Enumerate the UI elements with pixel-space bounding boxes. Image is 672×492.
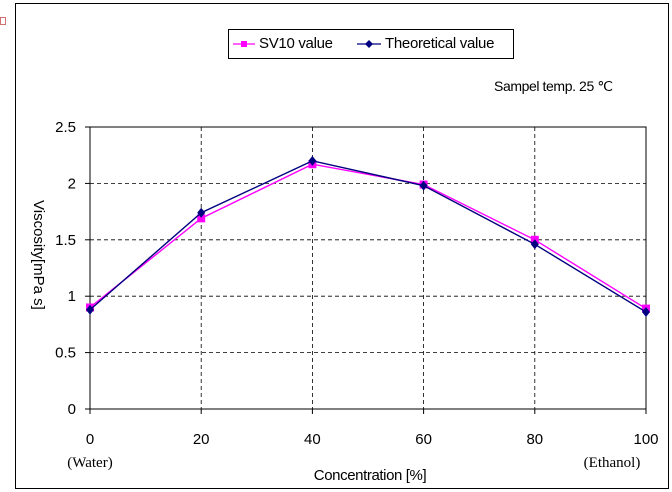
y-axis-label: Viscosity[mPa s] — [30, 200, 47, 310]
x-tick-label: 100 — [633, 431, 658, 448]
sample-temperature-note: Sampel temp. 25 ℃ — [494, 78, 613, 94]
series-line-theoretical — [89, 160, 647, 313]
legend-label-theoretical: Theoretical value — [385, 35, 495, 52]
legend-label-sv10: SV10 value — [259, 35, 333, 52]
x-tick-label: 20 — [193, 431, 210, 448]
data-point-sv10 — [197, 214, 206, 223]
y-tick-label: 2 — [68, 175, 76, 192]
legend-swatch-sv10-marker — [241, 41, 247, 47]
chart-frame — [15, 3, 669, 489]
x-tick-label: 60 — [415, 431, 432, 448]
data-point-theoretical — [197, 207, 206, 218]
x-tick-label: 80 — [526, 431, 543, 448]
plot-area-border — [89, 126, 647, 410]
legend-swatch-theoretical-marker — [365, 40, 373, 48]
y-tick-label: 0.5 — [55, 345, 76, 362]
x-tick-label: 40 — [304, 431, 321, 448]
y-tick-label: 2.5 — [55, 119, 76, 136]
x-endpoint-label-ethanol: (Ethanol) — [584, 455, 641, 471]
x-axis-label: Concentration [%] — [314, 467, 427, 484]
corner-marker — [0, 17, 6, 25]
x-tick-label: 0 — [86, 431, 94, 448]
data-point-theoretical — [419, 180, 428, 191]
data-point-theoretical — [308, 155, 317, 166]
series-line-sv10 — [89, 163, 647, 310]
x-endpoint-label-water: (Water) — [67, 455, 112, 471]
y-tick-label: 1.5 — [55, 232, 76, 249]
data-point-theoretical — [86, 304, 94, 315]
data-point-theoretical — [642, 306, 650, 317]
y-tick-label: 0 — [68, 401, 76, 418]
data-point-theoretical — [530, 239, 539, 250]
y-tick-label: 1 — [68, 288, 76, 305]
chart-legend: SV10 value Theoretical value — [228, 29, 514, 59]
